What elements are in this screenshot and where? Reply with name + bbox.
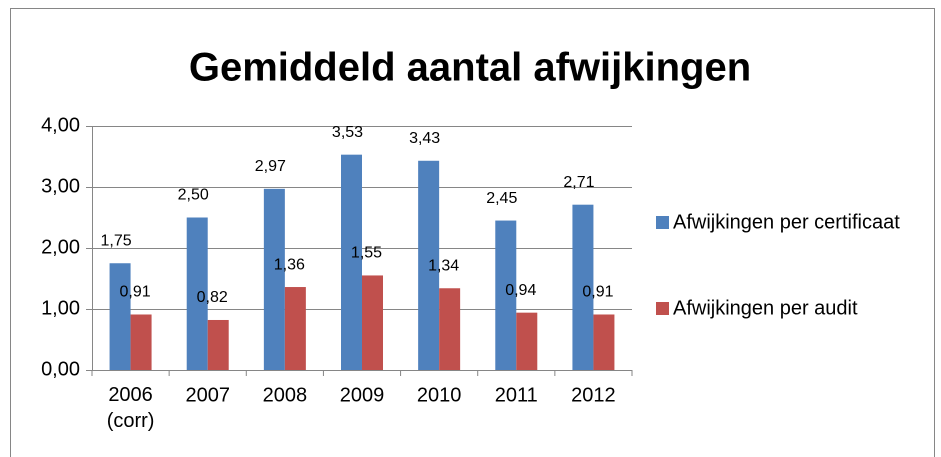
bar <box>186 217 208 370</box>
data-label: 1,75 <box>101 232 132 249</box>
data-label: 0,94 <box>505 282 536 299</box>
x-tick-label: 2006 (corr) <box>107 384 155 432</box>
bar <box>495 220 517 370</box>
x-tick-label: 2007 <box>185 384 230 406</box>
x-tick-label: 2008 <box>263 384 308 406</box>
data-label: 3,43 <box>409 130 440 147</box>
legend-swatch <box>656 216 669 229</box>
legend-swatch <box>656 302 669 315</box>
bar <box>284 287 306 370</box>
data-label: 2,50 <box>178 187 209 204</box>
data-label: 2,45 <box>486 190 517 207</box>
data-label: 3,53 <box>332 124 363 141</box>
bar <box>418 160 440 370</box>
bar <box>593 314 615 370</box>
data-label: 2,97 <box>255 158 286 175</box>
chart-title: Gemiddeld aantal afwijkingen <box>189 46 751 90</box>
legend-label: Afwijkingen per certificaat <box>673 211 900 233</box>
bar <box>439 288 461 370</box>
x-tick-label: 2011 <box>495 384 538 406</box>
x-tick-label: 2009 <box>340 384 385 406</box>
bar <box>130 314 152 370</box>
bar <box>516 312 538 370</box>
y-tick-label: 0,00 <box>41 358 80 380</box>
x-tick-label: 2012 <box>571 384 616 406</box>
legend-label: Afwijkingen per audit <box>673 297 858 319</box>
data-label: 2,71 <box>563 174 594 191</box>
bar <box>263 188 285 370</box>
chart-border <box>10 8 935 457</box>
x-tick-label: 2010 <box>417 384 462 406</box>
bar <box>341 154 362 370</box>
data-label: 0,91 <box>582 284 613 301</box>
data-label: 1,34 <box>428 257 459 274</box>
y-tick-label: 2,00 <box>41 236 80 258</box>
y-tick-label: 3,00 <box>41 175 80 197</box>
y-tick-label: 4,00 <box>41 114 80 136</box>
data-label: 0,82 <box>197 289 228 306</box>
data-label: 0,91 <box>120 284 151 301</box>
bar <box>362 275 383 370</box>
data-label: 1,55 <box>351 245 382 262</box>
data-label: 1,36 <box>274 256 305 273</box>
y-tick-label: 1,00 <box>41 297 80 319</box>
bar <box>207 319 229 370</box>
bar <box>572 204 594 370</box>
bar <box>109 263 131 370</box>
